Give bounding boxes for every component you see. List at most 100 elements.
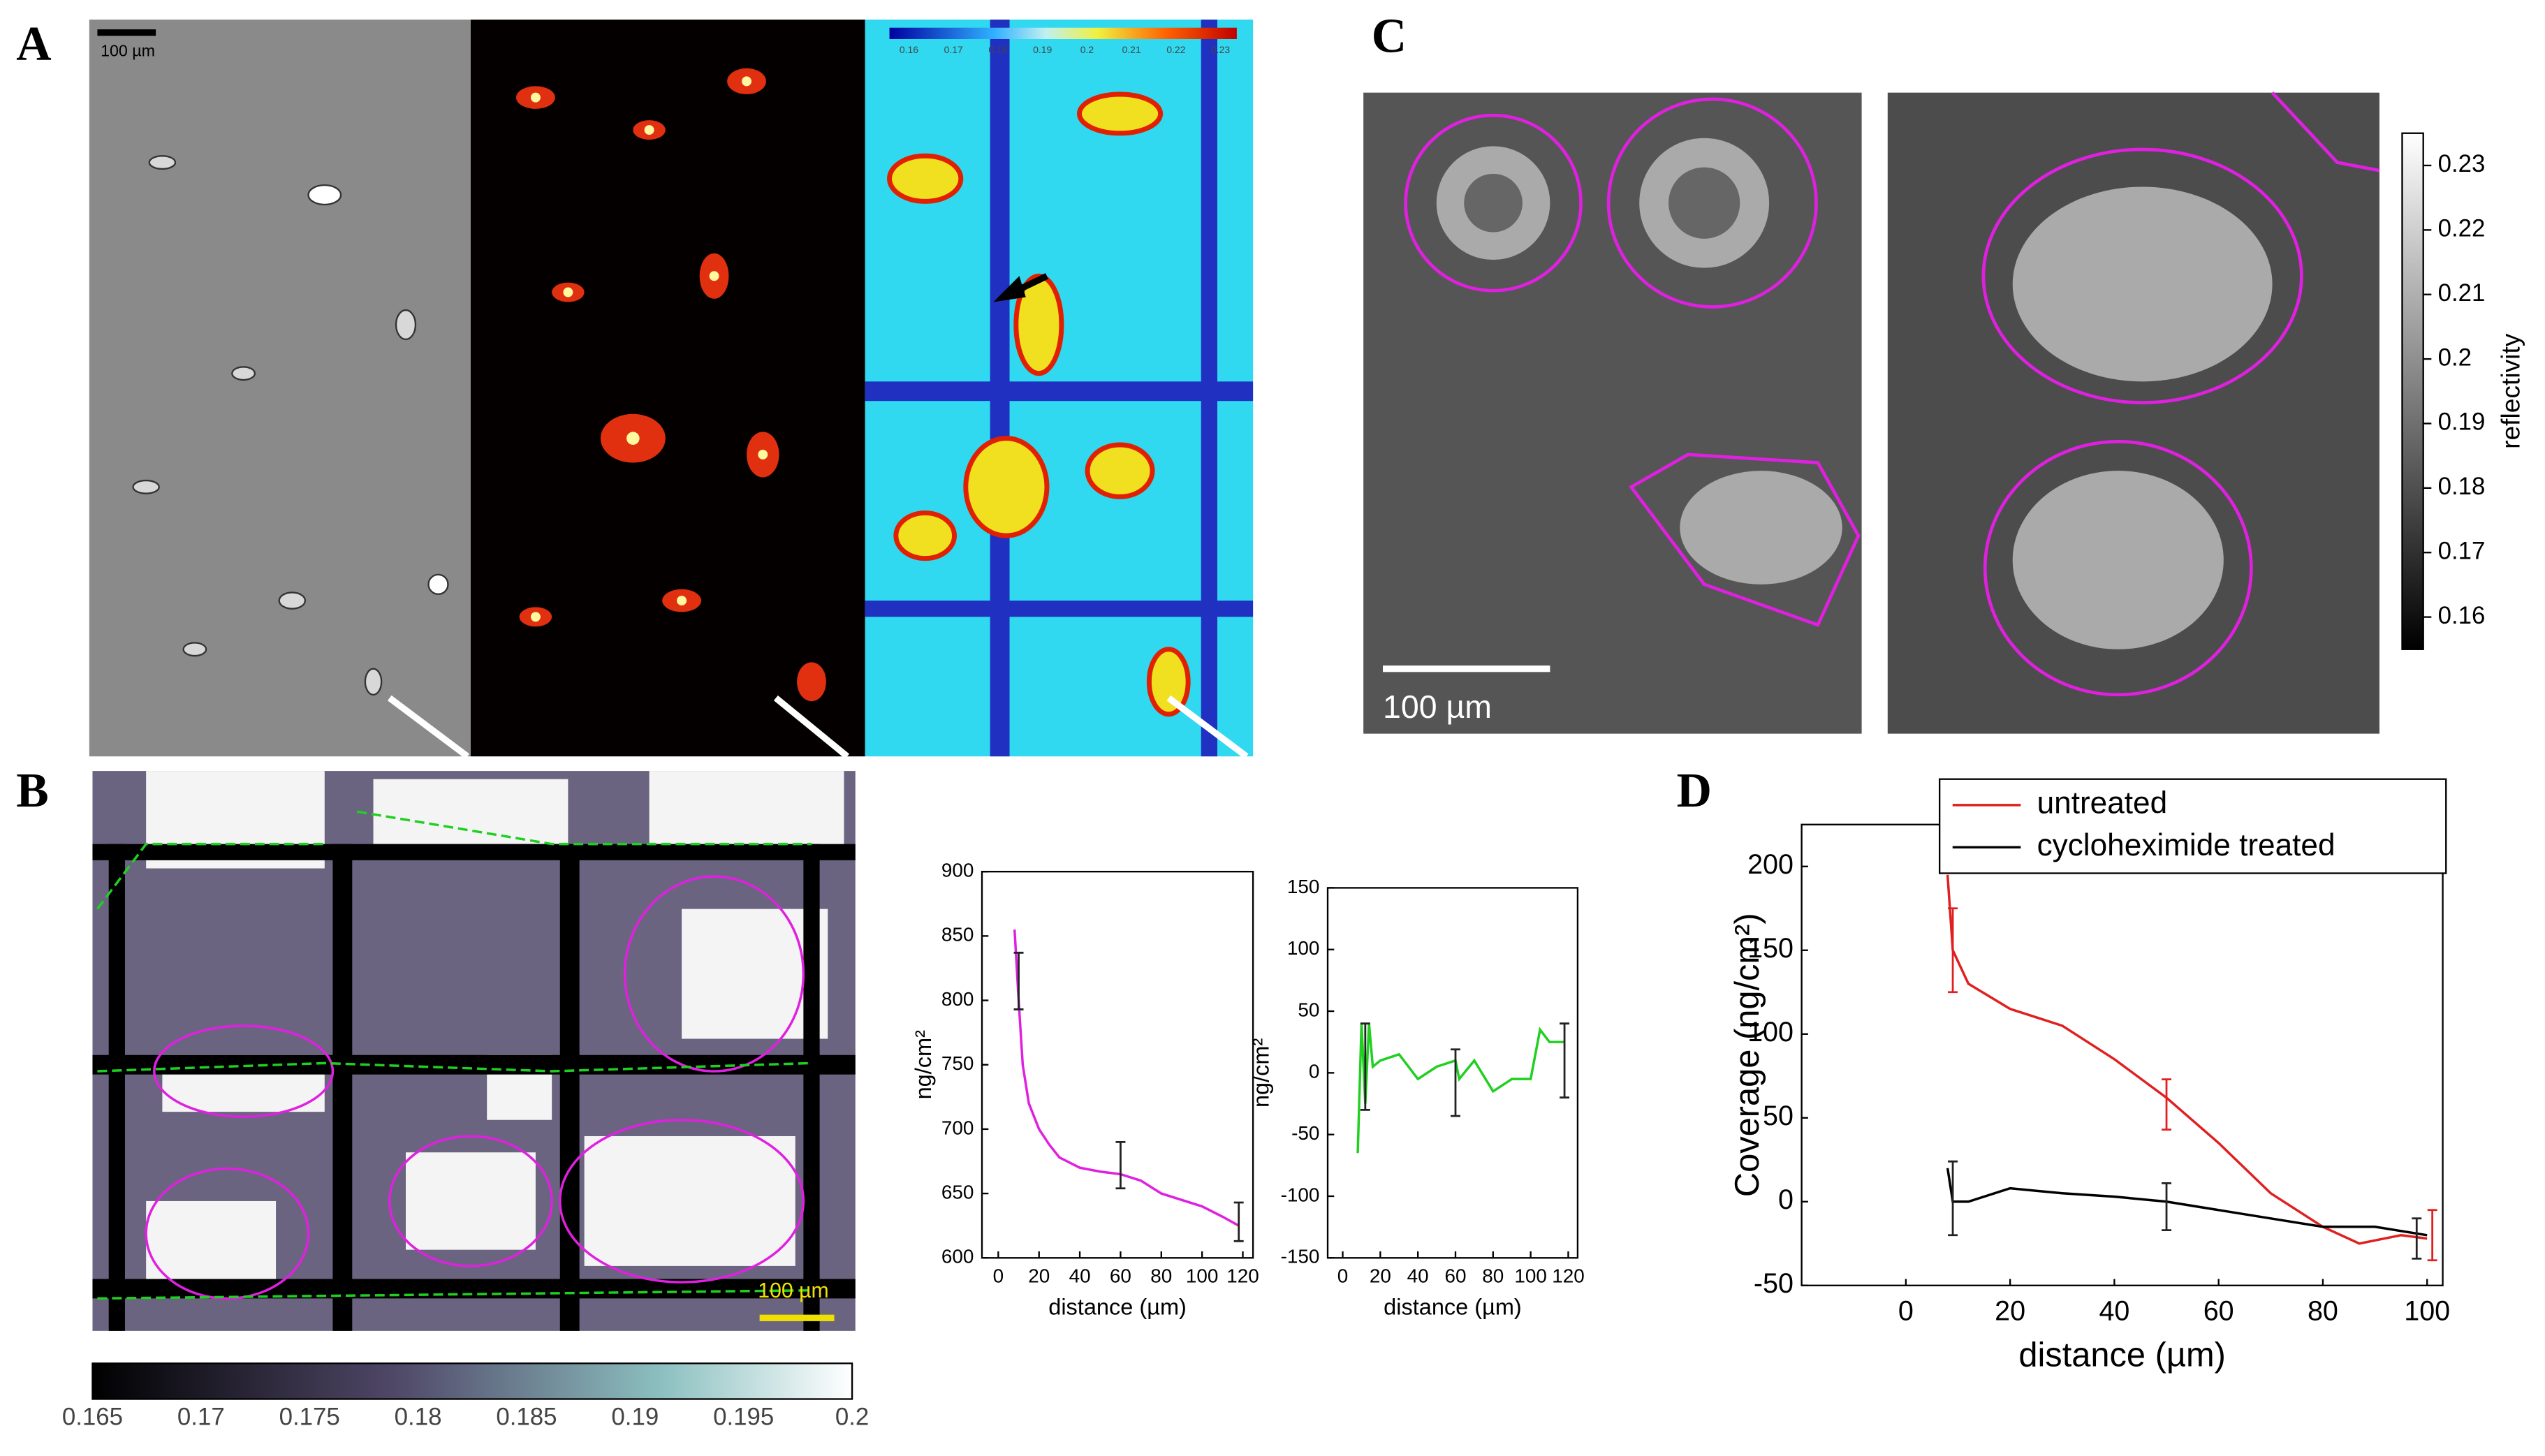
colorbar-tick-label: 0.185: [496, 1404, 557, 1431]
colorbar-tick-label: 0.16: [2438, 602, 2486, 629]
y-tick-label: 850: [941, 924, 974, 946]
legend-box: [1938, 778, 2447, 874]
scale-bar-label: 100 µm: [758, 1279, 828, 1302]
y-axis-label: ng/cm²: [911, 1030, 936, 1100]
error-bar: [1233, 1201, 1244, 1242]
y-tick-label: -50: [1754, 1268, 1794, 1299]
line: [1356, 1023, 1565, 1154]
x-tick-label: 60: [2203, 1296, 2234, 1327]
charts: 0 20 40 60 80 100 120600650700750800850900dist…: [911, 778, 2450, 1374]
colorbar-tick-label: 0.23: [1211, 44, 1230, 55]
y-tick-label: 150: [1747, 933, 1794, 964]
colorbar-tick-label: 0.19: [611, 1404, 659, 1431]
colorbar-c-ticks: 0.16 0.17 0.18 0.19 0.2 0.21 0.22 0.23: [2423, 150, 2486, 629]
line: [1946, 1168, 2428, 1237]
colorbar-tick-label: 0.195: [713, 1404, 774, 1431]
x-tick-label: 40: [1069, 1265, 1091, 1287]
x-axis-label: distance (µm): [1384, 1294, 1522, 1319]
error-bar: [1948, 1160, 1958, 1237]
colorbar-b-ticks: 0.165 0.17 0.175 0.18 0.185 0.19 0.195 0.2: [62, 1404, 869, 1431]
x-axis-label: distance (µm): [2018, 1336, 2226, 1374]
x-tick-label: 60: [1444, 1265, 1466, 1287]
colorbar-tick-label: 0.22: [1166, 44, 1185, 55]
colorbar-tick-label: 0.17: [2438, 537, 2486, 564]
y-tick-label: 800: [941, 988, 974, 1010]
y-tick-label: 650: [941, 1181, 974, 1203]
y-tick-label: 700: [941, 1117, 974, 1138]
error-bar: [2162, 1078, 2172, 1131]
colorbar-tick-label: 0.19: [1033, 44, 1052, 55]
scale-bar-label: 100 µm: [1383, 689, 1492, 725]
x-tick-label: 0: [1337, 1265, 1349, 1287]
x-tick-label: 80: [1482, 1265, 1504, 1287]
y-tick-label: -50: [1291, 1122, 1319, 1144]
colorbar-tick-label: 0.165: [62, 1404, 123, 1431]
y-tick-label: 750: [941, 1052, 974, 1074]
colorbar-c: [2401, 132, 2424, 650]
x-tick-label: 0: [993, 1265, 1004, 1287]
x-tick-label: 40: [1407, 1265, 1429, 1287]
x-tick-label: 100: [2404, 1296, 2450, 1327]
panel-label: C: [1372, 9, 1407, 63]
y-tick-label: 200: [1747, 849, 1794, 880]
colorbar-label: reflectivity: [2495, 333, 2525, 449]
error-bar: [1560, 1022, 1570, 1099]
colorbar-tick-label: 0.17: [944, 44, 963, 55]
colorbar-tick-label: 0.17: [177, 1404, 225, 1431]
y-tick-label: 0: [1309, 1061, 1320, 1082]
y-tick-label: -100: [1281, 1184, 1320, 1205]
panel-a-images: [89, 20, 1254, 759]
x-tick-label: 20: [1370, 1265, 1391, 1287]
y-tick-label: -150: [1281, 1246, 1320, 1267]
error-bar: [1013, 951, 1024, 1010]
x-tick-label: 60: [1110, 1265, 1131, 1287]
colorbar-b: [91, 1362, 853, 1400]
panel-label: A: [16, 17, 51, 71]
colorbar-tick-label: 0.23: [2438, 150, 2486, 177]
x-tick-label: 80: [2308, 1296, 2338, 1327]
x-axis-label: distance (µm): [1048, 1294, 1187, 1319]
error-bar: [2427, 1209, 2437, 1262]
y-tick-label: 150: [1287, 876, 1320, 897]
colorbar-tick-label: 0.21: [2438, 279, 2486, 307]
y-tick-label: 600: [941, 1246, 974, 1267]
error-bar: [2162, 1182, 2172, 1231]
y-axis-label: ng/cm²: [1249, 1038, 1274, 1108]
legend-label: cycloheximide treated: [2037, 828, 2335, 862]
colorbar-tick-label: 0.175: [279, 1404, 340, 1431]
x-tick-label: 0: [1898, 1296, 1914, 1327]
x-tick-label: 80: [1150, 1265, 1172, 1287]
x-tick-label: 120: [1552, 1265, 1585, 1287]
y-tick-label: 0: [1778, 1184, 1794, 1215]
colorbar-tick-label: 0.2: [1080, 44, 1094, 55]
panel-c-images: [1363, 91, 2380, 734]
colorbar-tick-label: 0.2: [2438, 344, 2472, 371]
error-bar: [2412, 1217, 2422, 1260]
colorbar-tick-label: 0.16: [900, 44, 918, 55]
error-bar: [1948, 907, 1958, 994]
y-tick-label: 50: [1763, 1101, 1794, 1131]
x-tick-label: 20: [1995, 1296, 2025, 1327]
y-tick-label: 50: [1298, 999, 1319, 1020]
y-tick-label: 100: [1287, 937, 1320, 959]
panel-label: B: [16, 764, 48, 818]
panel-b-image: [92, 771, 856, 1331]
colorbar-tick-label: 0.22: [2438, 215, 2486, 242]
colorbar-tick-label: 0.18: [988, 44, 1007, 55]
y-tick-label: 900: [941, 860, 974, 881]
x-tick-label: 120: [1226, 1265, 1259, 1287]
x-tick-label: 100: [1514, 1265, 1547, 1287]
x-tick-label: 20: [1028, 1265, 1050, 1287]
error-bar: [1451, 1048, 1460, 1117]
panel-label: D: [1677, 764, 1712, 818]
error-bar: [1115, 1140, 1126, 1190]
plot-frame: [1800, 823, 2444, 1286]
colorbar-tick-label: 0.21: [1122, 44, 1141, 55]
x-tick-label: 100: [1186, 1265, 1219, 1287]
colorbar-tick-label: 0.18: [2438, 473, 2486, 500]
scale-bar-label: 100 µm: [101, 42, 155, 60]
legend-label: untreated: [2037, 786, 2168, 821]
colorbar-tick-label: 0.19: [2438, 409, 2486, 436]
